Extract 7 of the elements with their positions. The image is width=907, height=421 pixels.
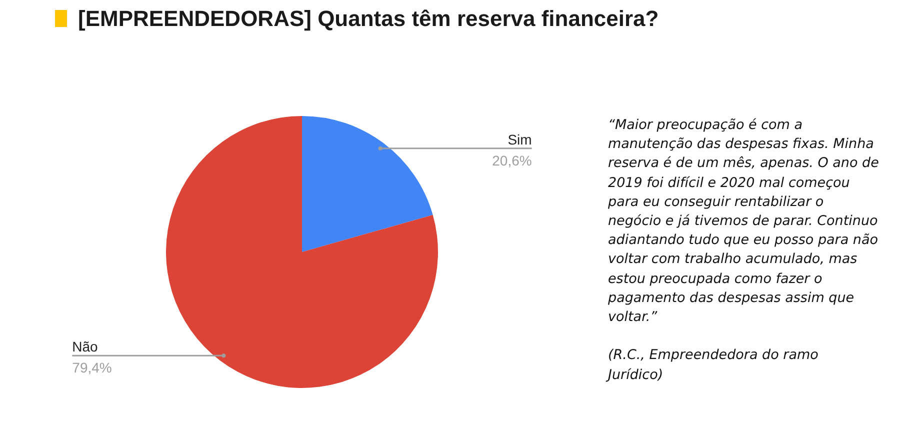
text: “Maior preocupação é com a manutenção das despesas fixas. Minha reserva é de um mês, apenas. O ano de 2019 foi difícil e 2020 mal começou para eu conseguir rentabilizar o negócio e já tivemos de parar. Continuo adiantando tudo que eu posso para não voltar com trabalho acumulado, mas estou preocupada como fazer o pagamento das despesas assim que voltar.” [608,117,879,326]
data-label: 79,4% [72,360,112,376]
slice-label: Sim [508,131,532,148]
chart-title: [EMPREENDEDORAS] Quantas têm reserva financeira? [78,6,659,32]
slice-label: Não [72,338,98,355]
text: (R.C., Empreendedora do ramo Jurídico) [608,346,820,385]
data-label: 20,6% [492,152,532,168]
